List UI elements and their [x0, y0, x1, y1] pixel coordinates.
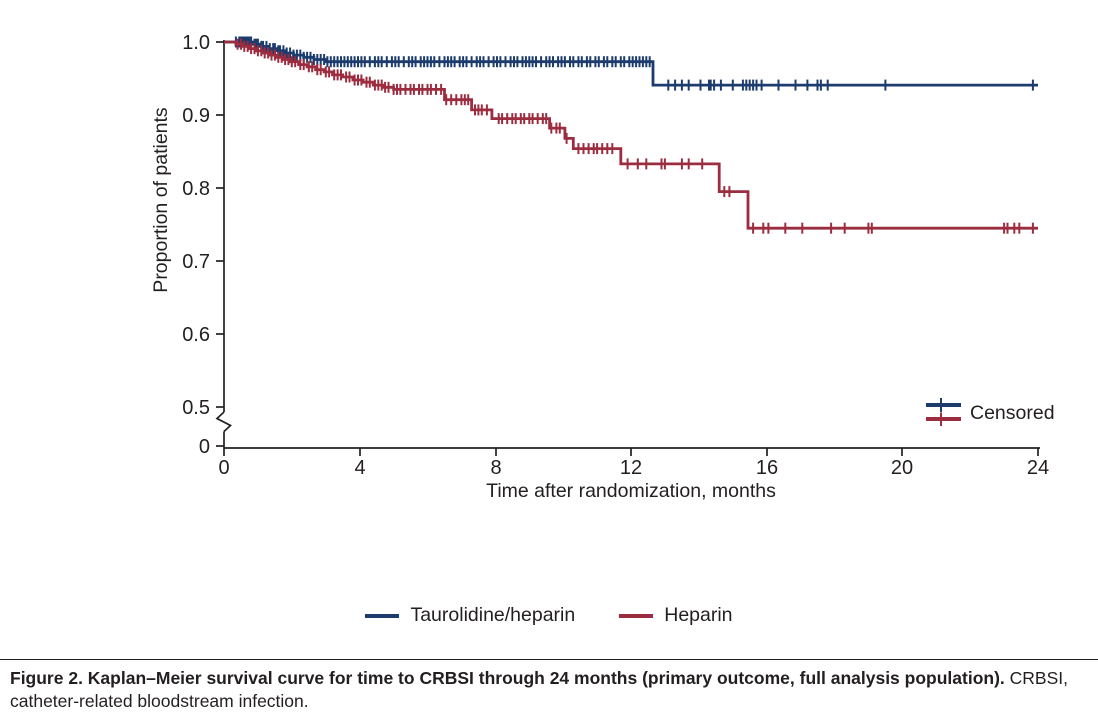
y-axis-title: Proportion of patients: [150, 107, 172, 293]
x-axis: [223, 447, 1040, 456]
x-tick-label: 20: [891, 457, 913, 479]
caption-regular-text: CRBSI, catheter-related bloodstream infe…: [10, 668, 1068, 711]
y-tick-label: 0.9: [182, 105, 210, 127]
figure-caption: Figure 2. Kaplan–Meier survival curve fo…: [0, 659, 1098, 713]
x-tick-label: 8: [490, 457, 501, 479]
y-tick-label: 0.5: [182, 397, 210, 419]
y-tick-label: 0.6: [182, 324, 210, 346]
x-axis-title: Time after randomization, months: [486, 480, 776, 502]
censored-label: Censored: [970, 402, 1055, 424]
censored-legend: Censored: [926, 398, 1055, 426]
x-tick-label: 24: [1027, 457, 1049, 479]
y-axis-break-icon: [215, 411, 232, 433]
legend-label-taurolidine: Taurolidine/heparin: [410, 604, 576, 626]
km-curve-heparin: [224, 40, 1038, 230]
km-chart: 1.0 0.9 0.8 0.7 0.6 0.5 0 0 4 8 12 16 20…: [150, 32, 1055, 502]
legend-swatch-heparin: [619, 613, 654, 618]
legend-label-heparin: Heparin: [664, 604, 733, 626]
x-tick-label: 16: [756, 457, 778, 479]
x-tick-label: 4: [354, 457, 365, 479]
x-tick-label: 12: [620, 457, 642, 479]
y-tick-label: 0.7: [182, 251, 210, 273]
legend-swatch-taurolidine: [365, 613, 400, 618]
series-legend: Taurolidine/heparin Heparin: [0, 604, 1098, 627]
x-tick-label: 0: [218, 457, 229, 479]
y-tick-label: 1.0: [182, 32, 210, 54]
km-curves: [224, 36, 1038, 234]
y-axis: [215, 40, 232, 448]
caption-bold-text: Figure 2. Kaplan–Meier survival curve fo…: [10, 668, 1005, 688]
y-tick-label: 0: [199, 436, 210, 458]
y-tick-label: 0.8: [182, 178, 210, 200]
